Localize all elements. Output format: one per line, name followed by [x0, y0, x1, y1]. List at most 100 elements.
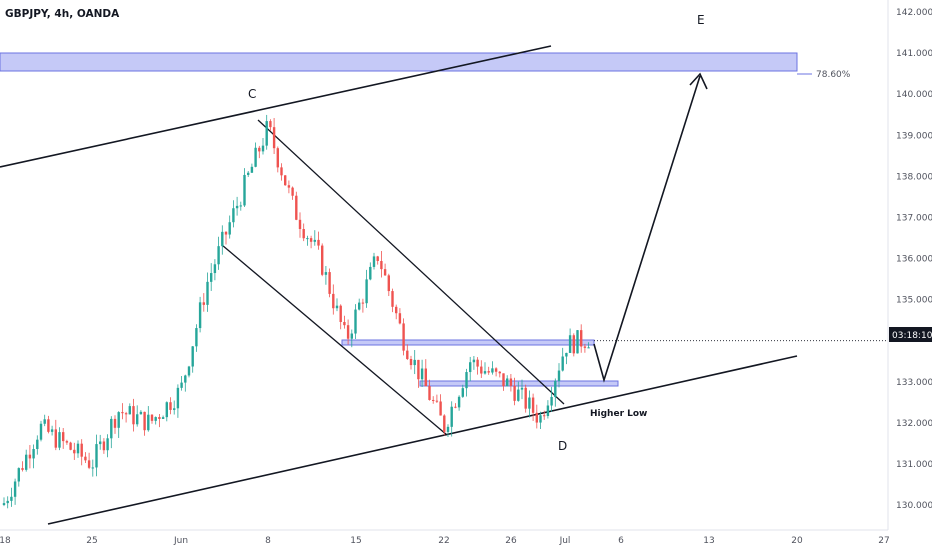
candle-body — [443, 415, 446, 432]
price-tick-label: 130.000 — [896, 501, 932, 511]
candle-body — [195, 328, 198, 347]
candle-body — [65, 441, 69, 443]
candle-body — [317, 239, 320, 246]
candle-body — [191, 346, 194, 367]
time-tick-label: 13 — [703, 536, 714, 546]
candle-body — [39, 423, 43, 440]
candle-body — [398, 313, 402, 324]
candle-body — [43, 419, 46, 424]
time-tick-label: 8 — [265, 536, 271, 546]
candle-body — [339, 305, 342, 322]
candle-body — [69, 442, 72, 450]
candle-body — [565, 352, 568, 357]
candle-body — [346, 325, 350, 339]
candle-body — [202, 302, 205, 305]
candle-body — [435, 400, 439, 402]
price-tick-label: 138.000 — [896, 172, 932, 182]
candle-body — [576, 330, 579, 354]
candle-body — [187, 366, 191, 376]
price-axis[interactable]: 142.000 141.000 140.000 139.000 138.000 137.0… — [896, 8, 932, 511]
candle-body — [50, 429, 54, 432]
candle-body — [113, 418, 117, 428]
price-tick-label: 133.000 — [896, 378, 932, 388]
candle-body — [28, 454, 32, 459]
candle-body — [106, 438, 109, 451]
candle-body — [136, 414, 139, 425]
candle-body — [343, 321, 346, 326]
candle-body — [546, 405, 550, 417]
candle-body — [284, 175, 287, 186]
resistance-zone — [0, 52, 798, 72]
candle-body — [406, 350, 409, 359]
candle-body — [557, 370, 561, 381]
projection-path — [593, 75, 701, 383]
candle-body — [128, 406, 131, 415]
price-tick-label: 140.000 — [896, 90, 932, 100]
candle-body — [295, 195, 298, 220]
candle-body — [239, 205, 242, 207]
candle-body — [91, 467, 94, 469]
candle-body — [265, 121, 268, 146]
candle-body — [210, 273, 213, 282]
candle-body — [417, 359, 420, 380]
candle-body — [539, 415, 542, 423]
candle-body — [17, 468, 20, 482]
candle-body — [261, 145, 265, 152]
candle-body — [480, 366, 483, 374]
candle-body — [476, 359, 479, 367]
candle-body — [235, 205, 239, 209]
time-axis[interactable]: 18 25 Jun 8 15 22 26 Jul 6 13 20 27 — [0, 536, 890, 546]
candle-body — [372, 256, 376, 267]
candle-body — [139, 411, 143, 415]
candle-body — [509, 378, 513, 386]
candle-body — [287, 185, 291, 188]
candle-body — [361, 302, 365, 304]
candle-body — [206, 281, 209, 305]
chart-title: GBPJPY, 4h, OANDA — [5, 8, 120, 20]
time-tick-label: 6 — [618, 536, 624, 546]
candle-body — [291, 187, 294, 196]
candle-body — [228, 222, 231, 235]
candle-body — [309, 238, 313, 242]
time-tick-label: 27 — [878, 536, 889, 546]
candle-body — [25, 454, 28, 470]
candle-body — [324, 272, 328, 275]
candle-body — [10, 496, 13, 501]
candle-body — [176, 387, 180, 409]
candle-body — [446, 426, 450, 432]
candle-body — [395, 306, 398, 314]
candle-body — [62, 432, 65, 442]
candle-body — [280, 167, 283, 176]
projection-arrowhead — [689, 72, 708, 90]
candle-body — [465, 372, 468, 389]
time-tick-label: 22 — [438, 536, 449, 546]
candle-body — [498, 371, 501, 374]
candle-body — [276, 148, 279, 168]
candle-body — [528, 397, 531, 409]
candle-body — [213, 264, 217, 274]
candle-body — [13, 481, 17, 497]
time-tick-label: 25 — [86, 536, 97, 546]
candle-body — [420, 368, 424, 380]
zone-133 — [419, 380, 619, 387]
price-tick-label: 139.000 — [896, 131, 932, 141]
candle-body — [491, 368, 494, 373]
candle-body — [402, 323, 405, 351]
candle-body — [76, 443, 80, 454]
candle-body — [424, 368, 427, 387]
candle-body — [428, 386, 431, 400]
price-tick-label: 135.000 — [896, 296, 932, 306]
time-tick-label: 20 — [791, 536, 803, 546]
candle-body — [180, 382, 183, 388]
candle-body — [450, 406, 453, 427]
candle-body — [321, 245, 324, 275]
candle-body — [6, 500, 9, 504]
candle-body — [354, 309, 357, 334]
upper-channel-line — [0, 45, 552, 168]
candle-body — [32, 449, 35, 459]
candle-body — [568, 335, 572, 353]
candle-body — [254, 147, 257, 167]
candle-body — [158, 417, 161, 419]
candle-body — [99, 441, 102, 445]
